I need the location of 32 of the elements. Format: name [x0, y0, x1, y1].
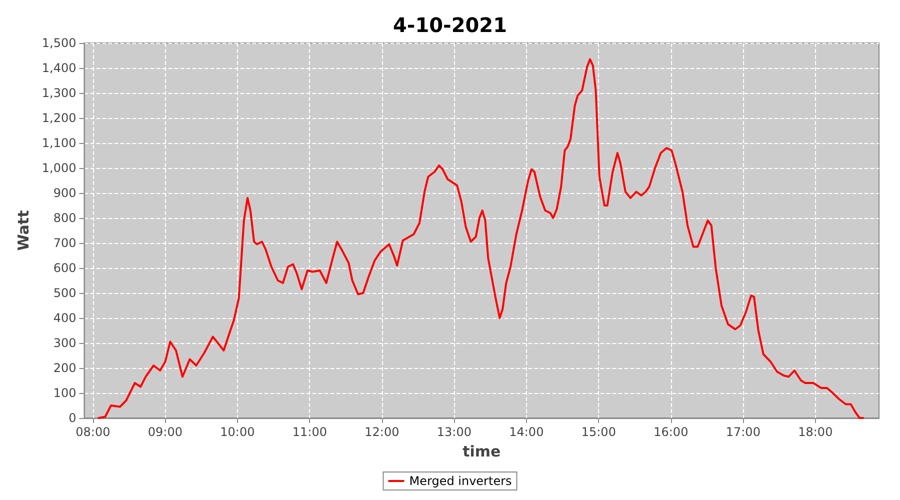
x-tick-label: 08:00 [76, 425, 110, 439]
x-tick-label: 11:00 [292, 425, 327, 439]
y-tick-label: 300 [53, 336, 76, 350]
x-tick-label: 17:00 [726, 425, 760, 439]
y-tick-label: 600 [53, 261, 76, 275]
y-axis-title: Watt [14, 210, 32, 251]
y-tick-label: 700 [53, 236, 76, 250]
x-tick-label: 18:00 [798, 425, 833, 439]
y-tick-label: 1,100 [42, 136, 76, 150]
x-tick-label: 15:00 [581, 425, 616, 439]
y-tick-label: 900 [53, 186, 76, 200]
y-tick-label: 200 [53, 361, 76, 375]
y-tick-label: 400 [53, 311, 76, 325]
x-tick-label: 09:00 [148, 425, 182, 439]
y-tick-label: 1,400 [42, 61, 76, 75]
x-tick-label: 16:00 [654, 425, 688, 439]
y-tick-label: 1,300 [42, 86, 76, 100]
legend-label: Merged inverters [409, 474, 512, 488]
y-tick-label: 1,200 [42, 111, 76, 125]
y-tick-label: 0 [68, 411, 76, 425]
y-tick-label: 100 [53, 386, 76, 400]
y-tick-label: 1,500 [42, 36, 76, 50]
x-tick-label: 14:00 [509, 425, 544, 439]
y-tick-label: 1,000 [42, 161, 76, 175]
line-series [98, 58, 864, 419]
x-tick-label: 12:00 [364, 425, 400, 439]
chart-title: 4-10-2021 [392, 13, 508, 37]
x-tick-label: 10:00 [220, 425, 255, 439]
y-tick-label: 500 [53, 286, 76, 300]
y-tick-label: 800 [53, 211, 76, 225]
x-axis-title: time [462, 442, 501, 460]
x-tick-label: 13:00 [436, 425, 472, 439]
